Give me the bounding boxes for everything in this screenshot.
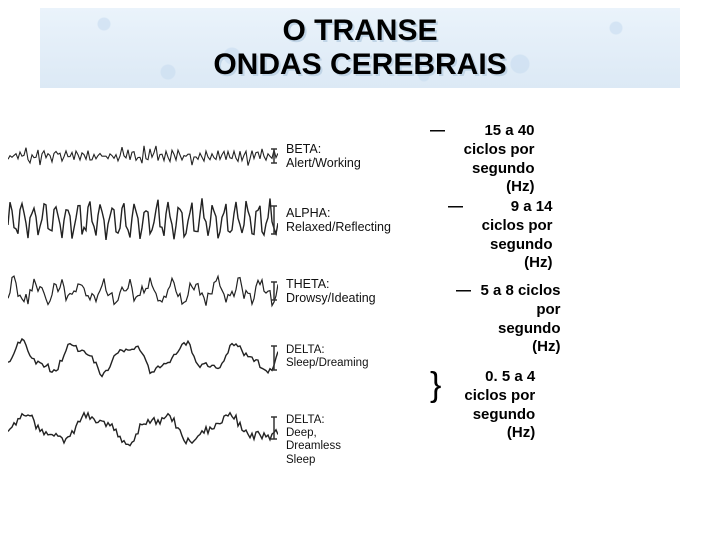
wave-row-beta: BETA: Alert/Working	[8, 124, 278, 188]
frequency-text: 9 a 14 ciclos por segundo (Hz)	[469, 198, 553, 273]
wave-row-alpha: ALPHA: Relaxed/Reflecting	[8, 188, 278, 252]
frequency-item-3: }0. 5 a 4 ciclos por segundo (Hz)	[430, 368, 514, 443]
wave-label-alpha: ALPHA: Relaxed/Reflecting	[286, 206, 391, 235]
frequency-text: 5 a 8 ciclos por segundo (Hz)	[477, 282, 561, 357]
dash-icon: —	[448, 198, 463, 215]
frequency-item-2: —5 a 8 ciclos por segundo (Hz)	[456, 282, 540, 357]
wave-trace-alpha	[8, 188, 278, 252]
brace-icon: }	[430, 366, 441, 405]
wave-trace-delta2	[8, 392, 278, 464]
wave-label-delta2: DELTA: Deep, Dreamless Sleep	[286, 414, 341, 467]
wave-label-theta: THETA: Drowsy/Ideating	[286, 277, 376, 306]
title-text: O TRANSE ONDAS CEREBRAIS	[40, 14, 680, 82]
dash-icon: —	[430, 122, 445, 139]
wave-label-beta: BETA: Alert/Working	[286, 142, 361, 171]
wave-trace-beta	[8, 124, 278, 188]
frequency-text: 15 a 40 ciclos por segundo (Hz)	[451, 122, 535, 197]
wave-row-delta1: DELTA: Sleep/Dreaming	[8, 328, 278, 388]
title-banner: O TRANSE ONDAS CEREBRAIS	[40, 8, 680, 88]
frequency-item-0: —15 a 40 ciclos por segundo (Hz)	[430, 122, 514, 197]
frequency-text: 0. 5 a 4 ciclos por segundo (Hz)	[451, 368, 535, 443]
wave-trace-delta1	[8, 328, 278, 388]
frequency-item-1: —9 a 14 ciclos por segundo (Hz)	[448, 198, 532, 273]
wave-trace-theta	[8, 258, 278, 324]
wave-row-theta: THETA: Drowsy/Ideating	[8, 258, 278, 324]
wave-row-delta2: DELTA: Deep, Dreamless Sleep	[8, 392, 278, 464]
wave-label-delta1: DELTA: Sleep/Dreaming	[286, 344, 368, 370]
dash-icon: —	[456, 282, 471, 299]
